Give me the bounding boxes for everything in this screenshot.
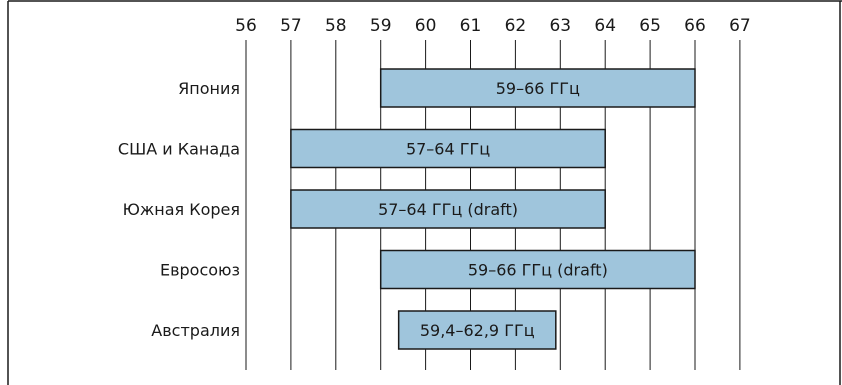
x-tick-label: 60 <box>415 16 437 36</box>
category-label: Южная Корея <box>123 200 240 219</box>
x-tick-label: 66 <box>684 16 706 36</box>
range-bar <box>379 249 696 290</box>
range-bar-label: 59–66 ГГц <box>496 79 580 98</box>
category-label: США и Канада <box>118 140 240 159</box>
range-bar-label: 57–64 ГГц (draft) <box>378 200 518 219</box>
x-tick-label: 64 <box>594 16 616 36</box>
range-bars: 59–66 ГГц 57–64 ГГц 57–64 ГГц (draft) 59–66… <box>290 68 696 350</box>
range-bar-label: 59,4–62,9 ГГц <box>420 321 535 340</box>
x-tick-label: 63 <box>549 16 571 36</box>
category-labels: Япония США и Канада Южная Корея Евросоюз Авс… <box>118 79 240 340</box>
category-label: Япония <box>178 79 240 98</box>
x-tick-label: 62 <box>505 16 527 36</box>
range-bar <box>290 189 606 229</box>
x-tick-label: 58 <box>325 16 347 36</box>
x-tick-label: 59 <box>370 16 392 36</box>
x-tick-label: 56 <box>235 16 257 36</box>
x-tick-label: 67 <box>729 16 751 36</box>
x-tick-label: 65 <box>639 16 661 36</box>
range-bar <box>397 310 557 350</box>
x-tick-label: 57 <box>280 16 302 36</box>
range-bar <box>290 128 606 169</box>
category-label: Австралия <box>151 321 240 340</box>
range-bar <box>379 68 696 108</box>
x-tick-labels: 56 57 58 59 60 61 62 63 64 65 66 67 <box>235 16 751 36</box>
range-bar-label: 57–64 ГГц <box>406 140 490 159</box>
range-bar-label: 59–66 ГГц (draft) <box>468 261 608 280</box>
category-label: Евросоюз <box>160 261 240 280</box>
x-tick-label: 61 <box>460 16 482 36</box>
